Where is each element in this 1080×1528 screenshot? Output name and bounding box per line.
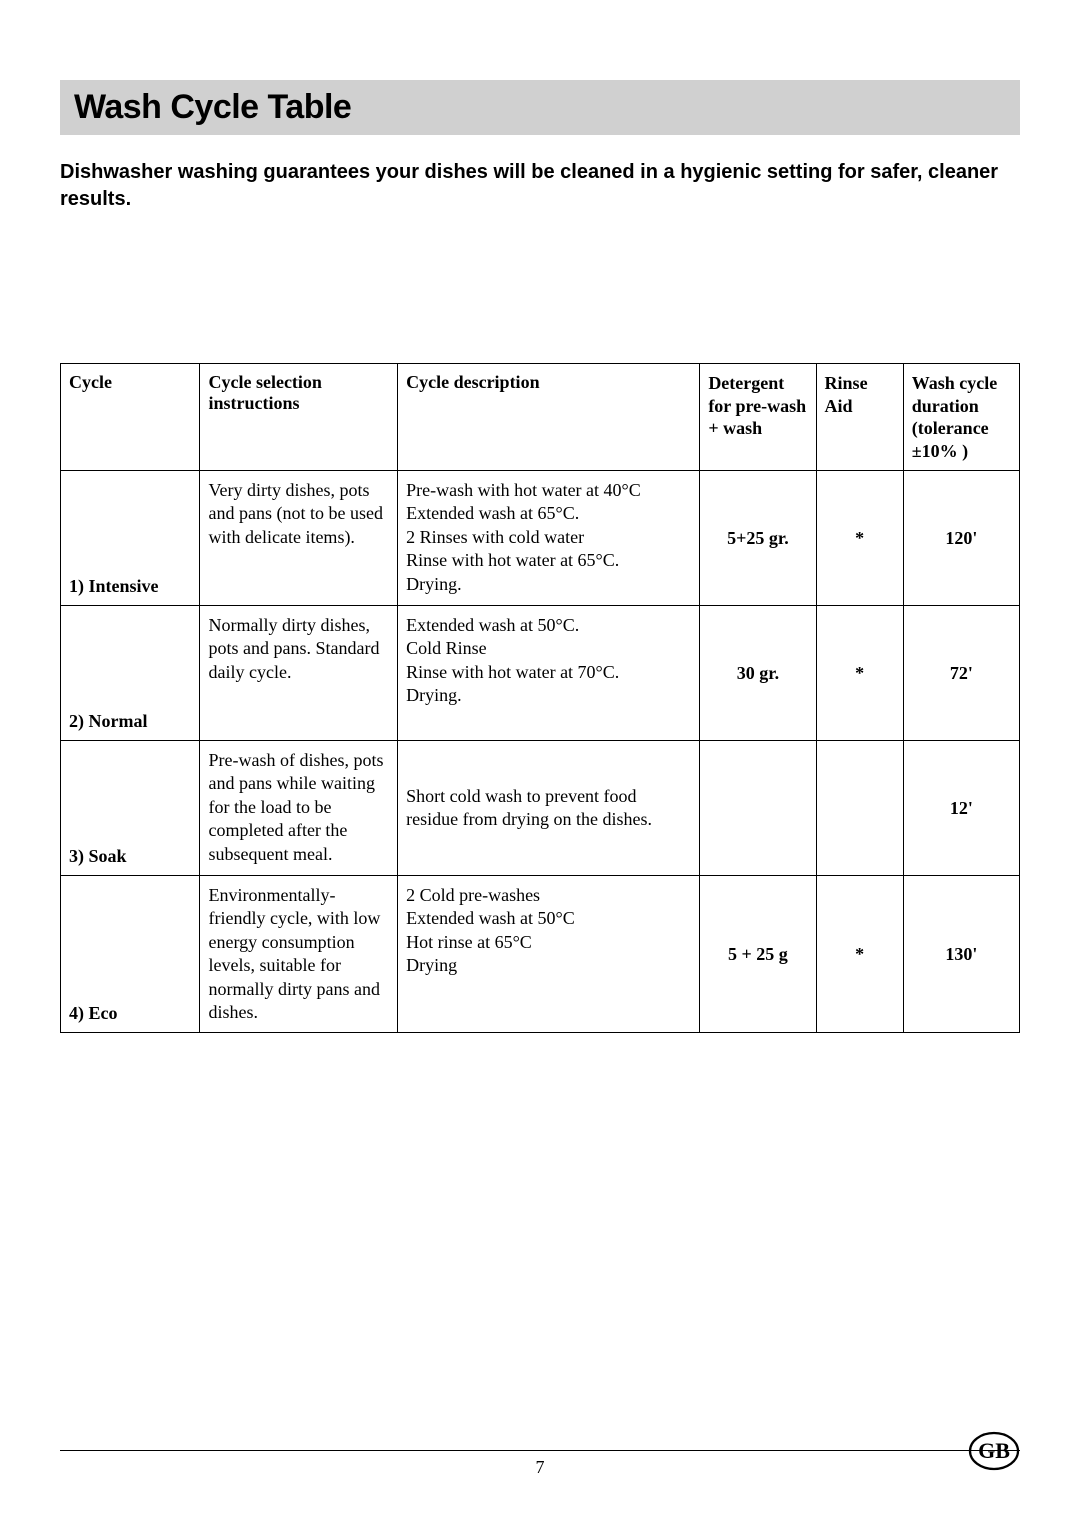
cycle-instructions: Pre-wash of dishes, pots and pans while … [200, 741, 398, 876]
wash-cycle-table: Cycle Cycle selection instructions Cycle… [60, 363, 1020, 1033]
cycle-rinse-aid: * [816, 471, 903, 606]
cycle-instructions: Environmentally-friendly cycle, with low… [200, 876, 398, 1033]
table-row: 4) Eco Environmentally-friendly cycle, w… [61, 876, 1020, 1033]
col-header-cycle: Cycle [61, 364, 200, 471]
col-header-detergent: Detergent for pre-wash + wash [700, 364, 816, 471]
locale-badge-text: GB [978, 1438, 1010, 1463]
cycle-rinse-aid [816, 741, 903, 876]
cycle-instructions: Normally dirty dishes, pots and pans. St… [200, 606, 398, 741]
cycle-description: Pre-wash with hot water at 40°CExtended … [398, 471, 700, 606]
col-header-rinse-aid: Rinse Aid [816, 364, 903, 471]
table-row: 2) Normal Normally dirty dishes, pots an… [61, 606, 1020, 741]
footer-line: 7 GB [60, 1450, 1020, 1478]
cycle-duration: 130' [903, 876, 1019, 1033]
cycle-name-cell: 1) Intensive [61, 471, 200, 606]
cycle-detergent: 5 + 25 g [700, 876, 816, 1033]
cycle-name-cell: 3) Soak [61, 741, 200, 876]
cycle-name-cell: 2) Normal [61, 606, 200, 741]
table-row: 1) Intensive Very dirty dishes, pots and… [61, 471, 1020, 606]
cycle-detergent [700, 741, 816, 876]
cycle-description: Extended wash at 50°C.Cold RinseRinse wi… [398, 606, 700, 741]
table-row: 3) Soak Pre-wash of dishes, pots and pan… [61, 741, 1020, 876]
cycle-detergent: 30 gr. [700, 606, 816, 741]
page-number: 7 [536, 1457, 545, 1477]
cycle-rinse-aid: * [816, 606, 903, 741]
cycle-name-cell: 4) Eco [61, 876, 200, 1033]
cycle-name: 4) Eco [69, 1003, 191, 1024]
cycle-description: Short cold wash to prevent food residue … [398, 741, 700, 876]
locale-badge-icon: GB [968, 1431, 1020, 1471]
cycle-rinse-aid: * [816, 876, 903, 1033]
cycle-description: 2 Cold pre-washesExtended wash at 50°CHo… [398, 876, 700, 1033]
cycle-instructions: Very dirty dishes, pots and pans (not to… [200, 471, 398, 606]
intro-text: Dishwasher washing guarantees your dishe… [60, 159, 1020, 213]
cycle-name: 3) Soak [69, 846, 191, 867]
page-footer: 7 GB [60, 1450, 1020, 1478]
col-header-instructions: Cycle selection instructions [200, 364, 398, 471]
table-header: Cycle Cycle selection instructions Cycle… [61, 364, 1020, 471]
cycle-duration: 120' [903, 471, 1019, 606]
page: Wash Cycle Table Dishwasher washing guar… [0, 0, 1080, 1528]
cycle-name: 1) Intensive [69, 576, 191, 597]
cycle-detergent: 5+25 gr. [700, 471, 816, 606]
page-title: Wash Cycle Table [60, 80, 1020, 135]
cycle-duration: 12' [903, 741, 1019, 876]
col-header-duration: Wash cycle duration (tolerance ±10% ) [903, 364, 1019, 471]
cycle-name: 2) Normal [69, 711, 191, 732]
col-header-description: Cycle description [398, 364, 700, 471]
cycle-duration: 72' [903, 606, 1019, 741]
table-body: 1) Intensive Very dirty dishes, pots and… [61, 471, 1020, 1033]
